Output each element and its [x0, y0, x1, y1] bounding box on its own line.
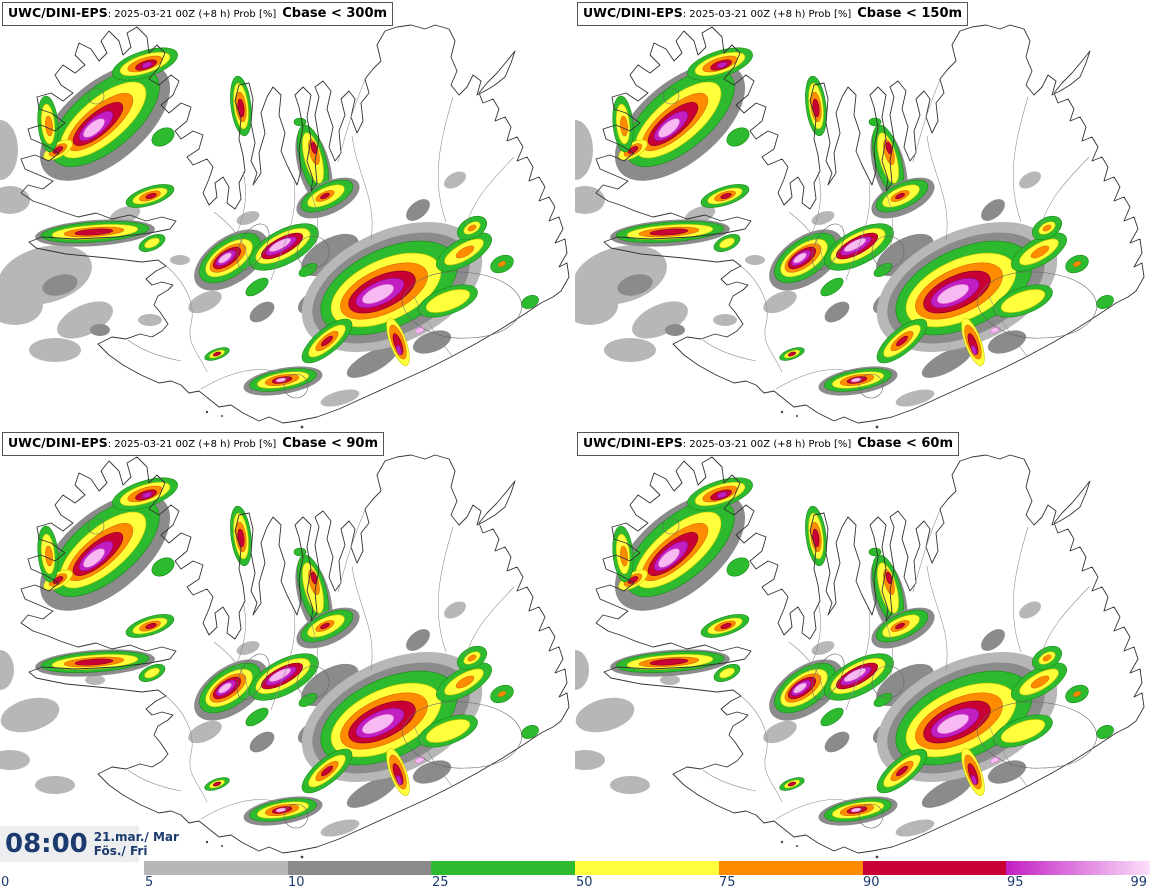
colorbar-tick-labels: 0 5 10 25 50 75 90 95 99	[0, 875, 1150, 891]
threshold-label: Cbase < 300m	[282, 6, 388, 21]
iceland-probability-map	[575, 24, 1145, 429]
tick-5: 5	[145, 875, 154, 890]
model-label: UWC/DINI-EPS	[8, 435, 108, 450]
panel-title: UWC/DINI-EPS: 2025-03-21 00Z (+8 h) Prob…	[2, 432, 385, 456]
colorbar-segment-10-25	[287, 861, 432, 875]
model-label: UWC/DINI-EPS	[8, 5, 108, 20]
colorbar-segment-5-10	[143, 861, 288, 875]
colorbar-segment-75-90	[718, 861, 863, 875]
iceland-probability-map	[0, 454, 570, 859]
tick-75: 75	[719, 875, 736, 890]
probability-colorbar	[0, 861, 1150, 875]
iceland-probability-map	[0, 24, 570, 429]
tick-99: 99	[1130, 875, 1147, 890]
colorbar-segment-50-75	[575, 861, 719, 875]
panel-title: UWC/DINI-EPS: 2025-03-21 00Z (+8 h) Prob…	[577, 432, 960, 456]
panel-title: UWC/DINI-EPS: 2025-03-21 00Z (+8 h) Prob…	[2, 2, 394, 26]
colorbar-segment-95-99	[1006, 861, 1150, 875]
valid-time: 08:00	[5, 829, 88, 859]
map-panel-cbase-60m: UWC/DINI-EPS: 2025-03-21 00Z (+8 h) Prob…	[575, 430, 1150, 860]
tick-50: 50	[576, 875, 593, 890]
map-panel-cbase-300m: UWC/DINI-EPS: 2025-03-21 00Z (+8 h) Prob…	[0, 0, 575, 430]
threshold-label: Cbase < 90m	[282, 436, 379, 451]
tick-10: 10	[288, 875, 305, 890]
tick-0: 0	[1, 875, 10, 890]
valid-time-box: 08:00 21.mar./ Mar Fös./ Fri	[0, 826, 179, 862]
tick-90: 90	[863, 875, 880, 890]
threshold-label: Cbase < 60m	[857, 436, 954, 451]
colorbar-segment-0-5	[0, 861, 144, 875]
iceland-probability-map	[575, 454, 1145, 859]
day-line: Fös./ Fri	[93, 844, 148, 858]
threshold-label: Cbase < 150m	[857, 6, 963, 21]
valid-date: 21.mar./ Mar Fös./ Fri	[94, 830, 179, 858]
tick-95: 95	[1007, 875, 1024, 890]
colorbar-segment-90-95	[862, 861, 1007, 875]
run-info: : 2025-03-21 00Z (+8 h) Prob [%]	[682, 439, 852, 450]
run-info: : 2025-03-21 00Z (+8 h) Prob [%]	[107, 439, 277, 450]
run-info: : 2025-03-21 00Z (+8 h) Prob [%]	[107, 9, 277, 20]
run-info: : 2025-03-21 00Z (+8 h) Prob [%]	[682, 9, 852, 20]
tick-25: 25	[432, 875, 449, 890]
model-label: UWC/DINI-EPS	[583, 5, 683, 20]
map-panel-cbase-150m: UWC/DINI-EPS: 2025-03-21 00Z (+8 h) Prob…	[575, 0, 1150, 430]
model-label: UWC/DINI-EPS	[583, 435, 683, 450]
panel-title: UWC/DINI-EPS: 2025-03-21 00Z (+8 h) Prob…	[577, 2, 969, 26]
colorbar-segment-25-50	[431, 861, 575, 875]
map-panel-cbase-90m: UWC/DINI-EPS: 2025-03-21 00Z (+8 h) Prob…	[0, 430, 575, 860]
date-line: 21.mar./ Mar	[93, 830, 179, 844]
